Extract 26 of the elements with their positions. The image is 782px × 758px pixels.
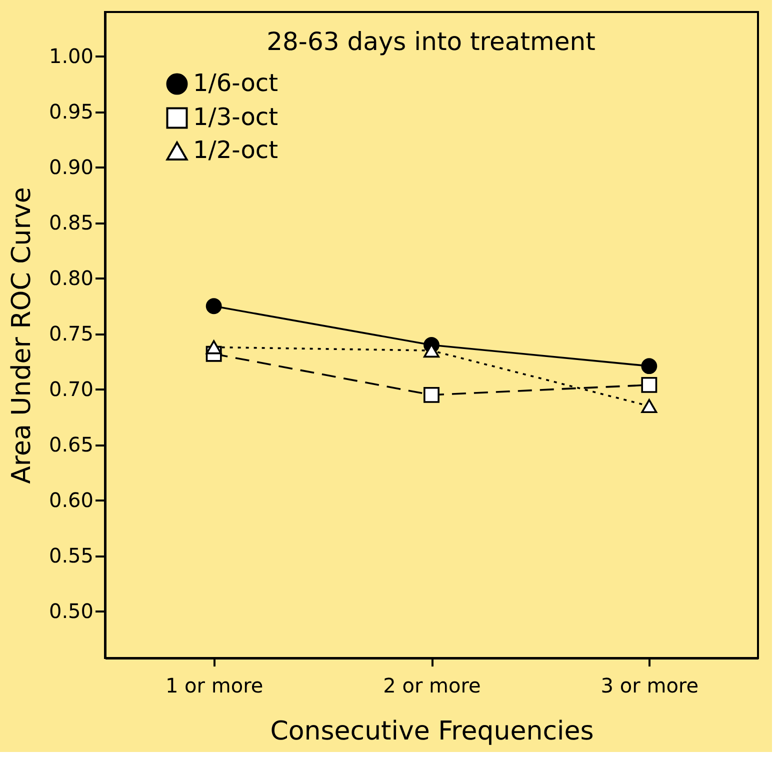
x-tick-label: 3 or more — [600, 674, 699, 698]
point — [641, 358, 658, 374]
y-tick-label: 0.75 — [48, 321, 94, 346]
y-axis-title: Area Under ROC Curve — [6, 187, 37, 484]
y-tick-label: 0.85 — [48, 210, 94, 234]
y-tick-label: 0.70 — [48, 376, 94, 401]
y-tick-label: 0.95 — [48, 99, 94, 124]
y-tick-label: 0.80 — [48, 266, 94, 290]
y-tick-label: 0.50 — [48, 598, 94, 623]
y-tick-label: 0.65 — [48, 432, 94, 456]
x-tick-label: 2 or more — [383, 674, 481, 698]
legend-label: 1/3-oct — [193, 103, 278, 131]
x-tick-label: 1 or more — [165, 674, 264, 698]
point — [424, 386, 440, 403]
point — [641, 376, 658, 393]
y-tick-label: 0.55 — [48, 543, 94, 568]
x-axis-title: Consecutive Frequencies — [270, 716, 594, 746]
legend-label: 1/2-oct — [193, 136, 278, 164]
y-tick-label: 0.90 — [48, 154, 94, 179]
legend-label: 1/6-oct — [193, 69, 278, 97]
point — [206, 298, 222, 314]
point — [206, 340, 222, 354]
text: 28-63 days into treatment — [266, 27, 596, 56]
y-tick-label: 0.60 — [48, 488, 94, 512]
point — [641, 399, 658, 414]
y-tick-label: 1.00 — [48, 44, 94, 68]
